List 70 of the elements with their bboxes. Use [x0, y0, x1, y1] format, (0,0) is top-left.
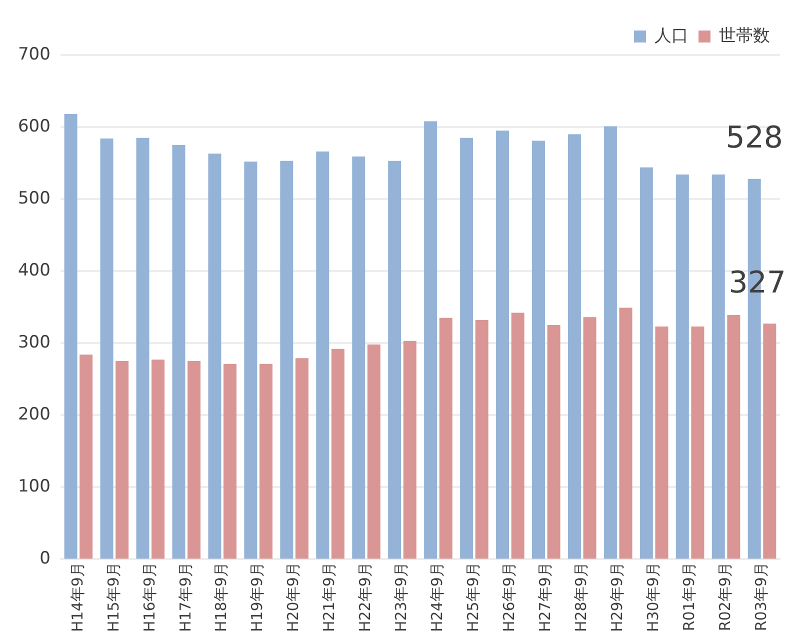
bar — [188, 361, 201, 559]
y-tick-label: 400 — [18, 260, 50, 280]
legend-label: 人口 — [654, 26, 688, 46]
x-tick-label: H18年9月 — [212, 562, 230, 632]
x-tick-label: H21年9月 — [320, 562, 338, 632]
x-tick-label: R03年9月 — [752, 562, 770, 632]
bar — [172, 145, 186, 559]
bar — [388, 160, 402, 559]
bar — [439, 318, 452, 559]
x-tick-label: H24年9月 — [428, 562, 446, 632]
y-tick-label: 700 — [18, 44, 50, 64]
x-tick-label: H17年9月 — [176, 562, 194, 632]
x-tick-label: H20年9月 — [284, 562, 302, 632]
bar — [424, 121, 438, 559]
x-tick-label: H16年9月 — [140, 562, 158, 632]
data-label: 528 — [726, 120, 783, 156]
bar — [64, 114, 78, 559]
bar — [712, 174, 725, 559]
bar — [460, 138, 474, 559]
bar — [352, 156, 366, 559]
bar — [100, 138, 114, 559]
x-tick-label: R02年9月 — [716, 562, 734, 632]
bar — [691, 326, 704, 559]
bar — [640, 167, 653, 559]
bar — [208, 154, 222, 559]
y-tick-label: 200 — [18, 404, 50, 424]
bar — [367, 344, 380, 559]
bar — [619, 308, 632, 559]
bar — [496, 130, 510, 559]
x-tick-label: H15年9月 — [104, 562, 122, 632]
x-tick-label: H29年9月 — [608, 562, 626, 632]
bar — [604, 126, 617, 559]
bar — [331, 348, 344, 559]
bar — [763, 324, 776, 559]
bar — [676, 174, 689, 559]
bar — [532, 140, 545, 559]
x-tick-label: H25年9月 — [464, 562, 482, 632]
y-tick-label: 300 — [18, 332, 50, 352]
x-tick-label: R01年9月 — [680, 562, 698, 632]
bar — [727, 314, 740, 559]
bar — [403, 340, 416, 559]
bar — [475, 320, 488, 559]
bar — [295, 358, 308, 559]
bar — [280, 160, 294, 559]
y-tick-label: 600 — [18, 116, 50, 136]
legend-label: 世帯数 — [719, 26, 770, 46]
bar — [244, 162, 258, 559]
bar — [116, 361, 129, 559]
bar — [511, 312, 524, 559]
x-tick-label: H22年9月 — [356, 562, 374, 632]
bar — [655, 326, 668, 559]
bar — [152, 360, 165, 559]
bar — [259, 364, 272, 559]
y-tick-label: 0 — [40, 548, 50, 569]
bar — [568, 134, 581, 559]
x-tick-label: H14年9月 — [68, 562, 86, 632]
y-tick-label: 500 — [18, 188, 50, 208]
y-tick-label: 100 — [18, 476, 50, 496]
bar — [316, 152, 330, 559]
bar — [80, 354, 93, 559]
x-tick-label: H23年9月 — [392, 562, 410, 632]
bar — [136, 138, 150, 559]
x-tick-label: H19年9月 — [248, 562, 266, 632]
bar — [547, 325, 560, 559]
x-tick-label: H26年9月 — [500, 562, 518, 632]
bar — [223, 364, 236, 559]
bar — [583, 317, 596, 559]
x-tick-label: H27年9月 — [536, 562, 554, 632]
x-tick-label: H30年9月 — [644, 562, 662, 632]
x-tick-label: H28年9月 — [572, 562, 590, 632]
